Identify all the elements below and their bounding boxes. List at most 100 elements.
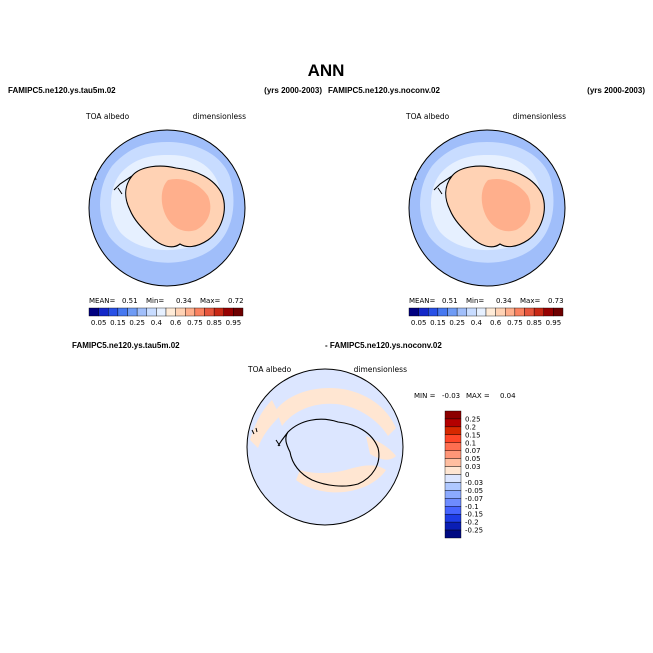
antarctica-plateau: [481, 178, 531, 232]
stat-max-value: 0.72: [228, 297, 244, 305]
colorbar-tick-label: 0.6: [490, 319, 502, 327]
polar-map: [89, 130, 245, 286]
panel-control: FAMIPC5.ne120.ys.tau5m.02 (yrs 2000-2003…: [8, 86, 322, 327]
polar-map: [247, 369, 403, 525]
colorbar-tick-label: 0.95: [226, 319, 242, 327]
colorbar-swatch: [533, 307, 544, 317]
stat-min-label: Min=: [146, 297, 164, 305]
panel-period-label: (yrs 2000-2003): [264, 86, 322, 95]
colorbar-tick-label: -0.05: [465, 487, 483, 495]
colorbar-tick-label: 0.05: [465, 455, 481, 463]
colorbar-swatch: [444, 513, 462, 523]
units-label: dimensionless: [354, 365, 407, 374]
positive-anomaly: [296, 465, 386, 493]
colorbar-tick-label: 0.05: [91, 319, 107, 327]
panel-case-label-b: - FAMIPC5.ne120.ys.noconv.02: [325, 341, 442, 350]
colorbar-swatch: [444, 482, 462, 491]
colorbar-swatch: [444, 521, 462, 531]
colorbar-swatch: [428, 307, 439, 317]
stat-min-label: MIN =: [414, 392, 436, 400]
colorbar-tick-label: 0: [465, 471, 469, 479]
colorbar-swatch: [485, 307, 496, 317]
colorbar-swatch: [444, 498, 462, 507]
colorbar-tick-label: 0.07: [465, 447, 481, 455]
colorbar-tick-label: -0.1: [465, 503, 479, 511]
colorbar-tick-label: -0.15: [465, 511, 483, 519]
colorbar-tick-label: 0.03: [465, 463, 481, 471]
panel-case-label: FAMIPC5.ne120.ys.tau5m.02: [72, 341, 180, 350]
colorbar-swatch: [444, 506, 462, 515]
panel-difference: FAMIPC5.ne120.ys.tau5m.02 - FAMIPC5.ne12…: [72, 341, 516, 539]
colorbar-tick-label: -0.2: [465, 519, 479, 527]
variable-label: TOA albedo: [247, 365, 292, 374]
colorbar-swatch: [98, 307, 109, 317]
colorbar-swatch: [553, 307, 564, 317]
panel-case-label: FAMIPC5.ne120.ys.tau5m.02: [8, 86, 116, 95]
variable-label: TOA albedo: [85, 112, 130, 121]
panel-period-label: (yrs 2000-2003): [587, 86, 645, 95]
colorbar-swatch: [444, 410, 462, 420]
stat-max-label: Max=: [200, 297, 220, 305]
colorbar-swatch: [444, 434, 462, 443]
stat-min-label: Min=: [466, 297, 484, 305]
panel-case-label: FAMIPC5.ne120.ys.noconv.02: [328, 86, 440, 95]
antarctica-coastline: [277, 418, 380, 487]
colorbar-swatch: [408, 307, 419, 317]
stat-max-label: Max=: [520, 297, 540, 305]
antarctica-plateau: [161, 178, 211, 232]
colorbar-tick-label: 0.05: [411, 319, 427, 327]
colorbar-swatch: [524, 307, 535, 317]
stat-mean-value: 0.51: [122, 297, 138, 305]
colorbar-tick-label: 0.6: [170, 319, 182, 327]
colorbar-tick-label: 0.85: [526, 319, 542, 327]
colorbar: 0.250.20.150.10.070.050.030-0.03-0.05-0.…: [444, 410, 483, 539]
stat-max-label: MAX =: [466, 392, 490, 400]
colorbar-tick-label: 0.15: [110, 319, 126, 327]
colorbar-tick-label: 0.25: [449, 319, 465, 327]
colorbar-swatch: [476, 307, 487, 317]
figure-title: ANN: [308, 61, 345, 80]
map-boundary: [246, 368, 404, 526]
panel-test: FAMIPC5.ne120.ys.noconv.02 (yrs 2000-200…: [328, 86, 645, 327]
colorbar-swatch: [418, 307, 429, 317]
stat-min-value: 0.34: [176, 297, 192, 305]
colorbar-tick-label: 0.25: [465, 415, 481, 423]
colorbar-swatch: [185, 307, 196, 317]
colorbar-swatch: [466, 307, 477, 317]
positive-anomaly: [250, 400, 280, 448]
stat-min-value: 0.34: [496, 297, 512, 305]
colorbar-tick-label: -0.07: [465, 495, 483, 503]
colorbar-swatch: [127, 307, 138, 317]
south-america-tip: [251, 427, 281, 447]
colorbar-swatch: [444, 418, 462, 428]
colorbar-tick-label: 0.75: [187, 319, 203, 327]
colorbar-swatch: [117, 307, 128, 317]
stat-mean-value: 0.51: [442, 297, 458, 305]
colorbar-swatch: [444, 426, 462, 436]
map-boundary: [408, 129, 566, 287]
stat-max-value: 0.73: [548, 297, 564, 305]
colorbar-swatch: [175, 307, 186, 317]
colorbar-swatch: [444, 529, 462, 539]
colorbar-tick-label: 0.25: [129, 319, 145, 327]
variable-label: TOA albedo: [405, 112, 450, 121]
colorbar-swatch: [444, 450, 462, 459]
colorbar-swatch: [437, 307, 448, 317]
colorbar-tick-label: 0.4: [471, 319, 483, 327]
colorbar-tick-label: 0.75: [507, 319, 523, 327]
units-label: dimensionless: [513, 112, 566, 121]
colorbar-swatch: [213, 307, 224, 317]
colorbar-swatch: [136, 307, 147, 317]
colorbar-swatch: [444, 466, 462, 475]
antarctica-coastline: [113, 165, 225, 248]
positive-anomaly: [366, 436, 396, 460]
colorbar-swatch: [514, 307, 525, 317]
colorbar-tick-label: 0.85: [206, 319, 222, 327]
polar-map: [409, 130, 565, 286]
stat-min-value: -0.03: [442, 392, 460, 400]
colorbar-tick-label: -0.03: [465, 479, 483, 487]
positive-anomaly: [276, 388, 396, 436]
negative-background: [247, 369, 403, 525]
colorbar-swatch: [233, 307, 244, 317]
